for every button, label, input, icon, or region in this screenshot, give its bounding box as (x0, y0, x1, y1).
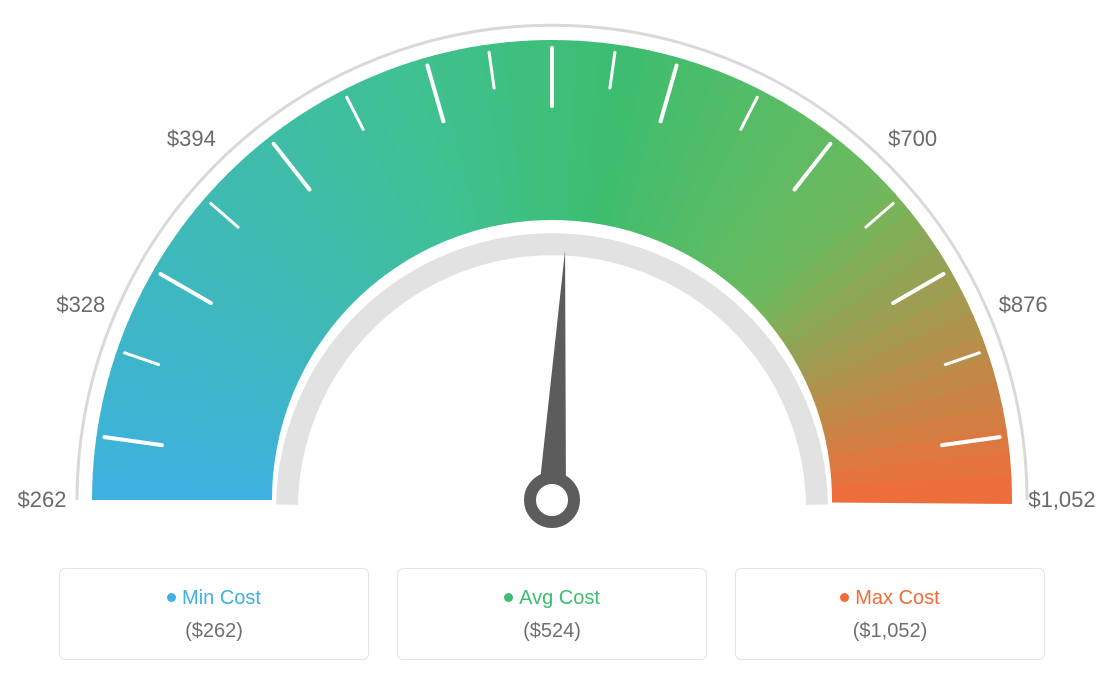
gauge-scale-label: $700 (888, 126, 937, 152)
legend-value-text: ($1,052) (746, 620, 1034, 643)
legend-row: Min Cost ($262) Avg Cost ($524) Max Cost ($1,… (50, 568, 1054, 660)
gauge-svg (0, 0, 1104, 560)
cost-gauge-widget: $262 $328 $394 $524 $700 $876 $1,052 Min Cost (… (0, 0, 1104, 690)
legend-value-text: ($262) (70, 620, 358, 643)
legend-dot-icon (167, 593, 176, 602)
legend-card-2: Max Cost ($1,052) (735, 568, 1045, 660)
gauge-scale-label: $1,052 (1028, 487, 1095, 513)
legend-dot-icon (504, 593, 513, 602)
legend-card-0: Min Cost ($262) (59, 568, 369, 660)
gauge-scale-label: $524 (528, 0, 577, 3)
legend-label-text: Max Cost (855, 587, 939, 609)
gauge-scale-label: $876 (999, 292, 1048, 318)
legend-card-1: Avg Cost ($524) (397, 568, 707, 660)
legend-label-text: Min Cost (182, 587, 261, 609)
legend-title: Min Cost (70, 587, 358, 610)
legend-title: Avg Cost (408, 587, 696, 610)
gauge-scale-label: $262 (18, 487, 67, 513)
gauge-chart: $262 $328 $394 $524 $700 $876 $1,052 (0, 0, 1104, 560)
legend-value-text: ($524) (408, 620, 696, 643)
gauge-scale-label: $328 (56, 292, 105, 318)
legend-title: Max Cost (746, 587, 1034, 610)
legend-label-text: Avg Cost (519, 587, 600, 609)
legend-dot-icon (840, 593, 849, 602)
gauge-scale-label: $394 (167, 126, 216, 152)
